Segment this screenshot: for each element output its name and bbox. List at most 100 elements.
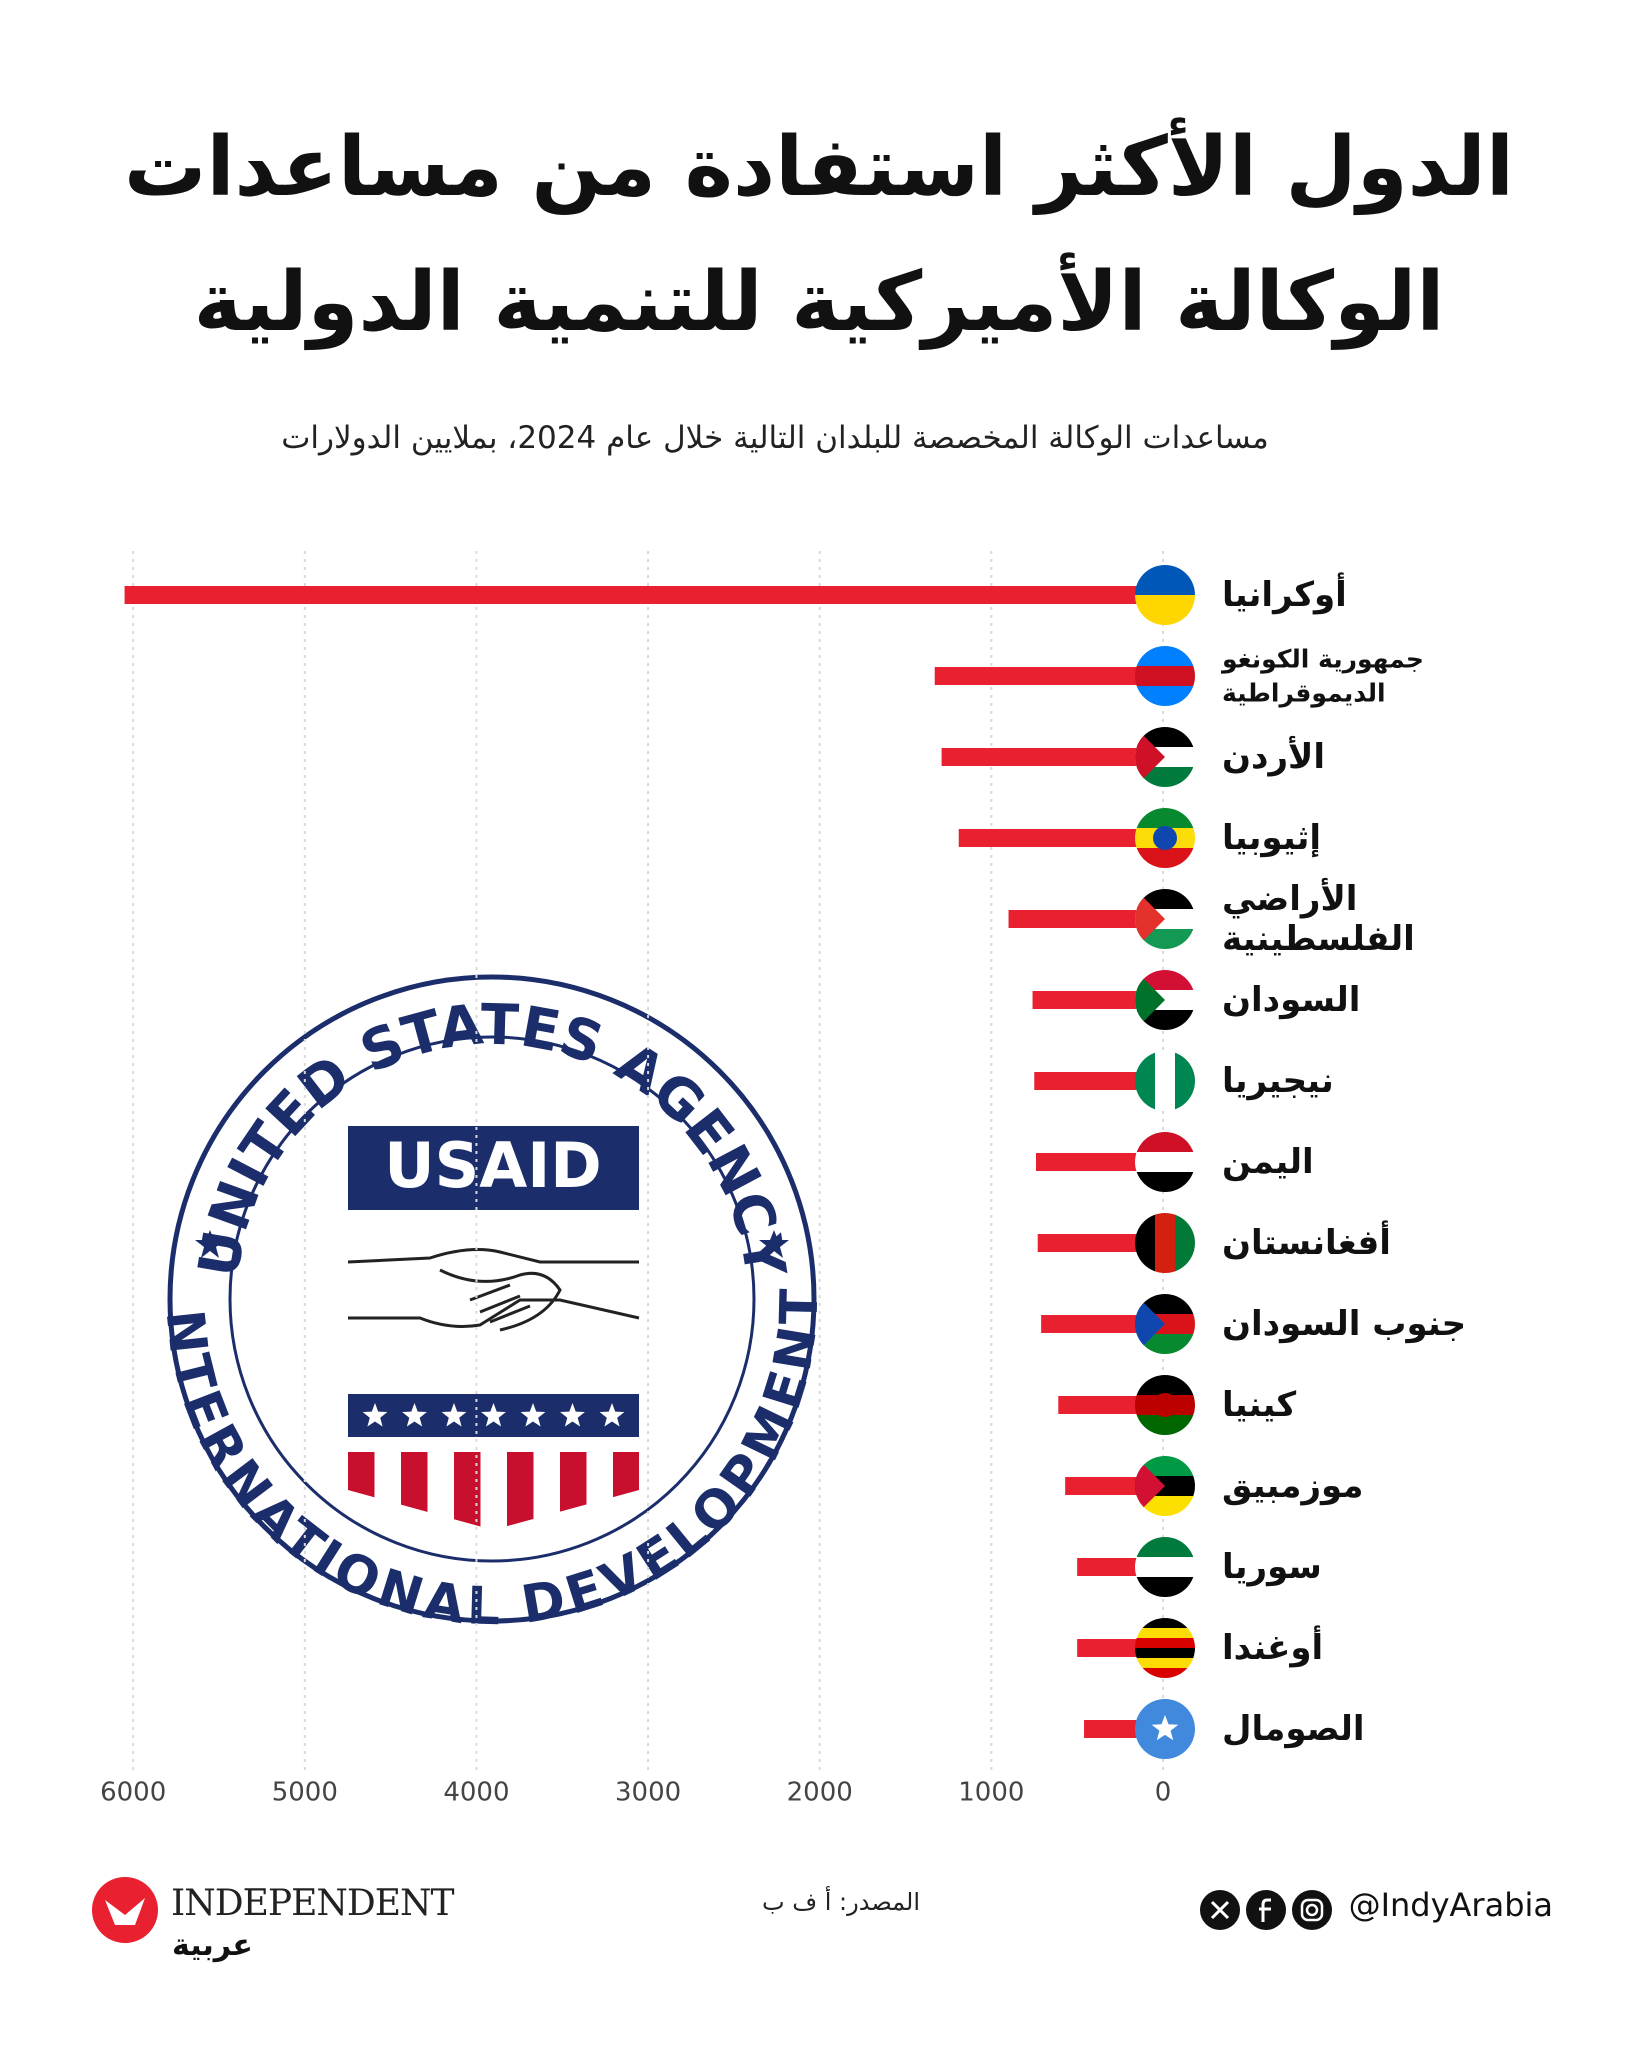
category-label: سوريا	[1222, 1547, 1322, 1587]
flag-stripe	[1135, 646, 1195, 667]
brand-logo	[92, 1877, 158, 1943]
flag	[1135, 1456, 1195, 1516]
flag-stripe	[1175, 1213, 1195, 1273]
category-label: موزمبيق	[1222, 1466, 1364, 1506]
category-label: الأراضي الفلسطينية	[1222, 879, 1415, 959]
logo-stars	[362, 1403, 625, 1427]
flag-emblem	[1153, 826, 1177, 850]
x-tick-label: 4000	[443, 1778, 509, 1808]
chart-title: الوكالة الأميركية للتنمية الدولية	[193, 255, 1445, 350]
flag-stripe	[1135, 1051, 1156, 1111]
logo-star	[481, 1403, 506, 1427]
flag-stripe	[1135, 1668, 1195, 1678]
x-tick-label: 1000	[958, 1778, 1024, 1808]
bar	[941, 748, 1163, 766]
flag	[1135, 1213, 1195, 1273]
category-label: جنوب السودان	[1222, 1304, 1467, 1344]
social-icon-glyph	[1300, 1898, 1324, 1922]
bar	[958, 829, 1163, 847]
brand-eagle	[105, 1898, 145, 1925]
bar	[1035, 1153, 1163, 1171]
logo-star	[195, 1230, 225, 1258]
flag-stripe	[1135, 666, 1195, 687]
flag	[1135, 1375, 1195, 1435]
flag	[1135, 808, 1195, 868]
logo-star	[441, 1403, 467, 1427]
handle: @IndyArabia	[1348, 1886, 1553, 1924]
flag-stripe	[1135, 1557, 1195, 1578]
logo-star	[362, 1403, 388, 1427]
x-tick-label: 2000	[787, 1778, 853, 1808]
x-tick-label: 3000	[615, 1778, 681, 1808]
flag-triangle	[1135, 970, 1165, 1030]
bar	[1041, 1315, 1163, 1333]
flag	[1135, 1699, 1195, 1759]
category-label: إثيوبيا	[1222, 818, 1322, 858]
flag	[1135, 1618, 1195, 1678]
x-tick-label: 5000	[272, 1778, 338, 1808]
flag-stripe	[1135, 1537, 1195, 1558]
flag-stripe	[1135, 848, 1195, 868]
source: المصدر: أ ف ب	[762, 1888, 920, 1916]
flag-stripe	[1155, 1051, 1176, 1111]
category-label: اليمن	[1222, 1142, 1314, 1182]
flag-stripe	[1135, 1132, 1195, 1153]
brand-sub: عربية	[172, 1928, 253, 1963]
bar	[124, 586, 1163, 604]
category-label: الصومال	[1222, 1709, 1365, 1749]
flag-star	[1151, 1715, 1179, 1741]
logo-star	[560, 1403, 585, 1427]
flag-stripe	[1135, 1628, 1195, 1639]
flag-stripe	[1135, 595, 1195, 625]
flag-stripe	[1135, 686, 1195, 706]
flag-stripe	[1135, 1152, 1195, 1173]
flag	[1135, 727, 1195, 787]
flag	[1135, 889, 1195, 949]
logo-box	[348, 1126, 639, 1210]
category-label: جمهورية الكونغو الديموقراطية	[1222, 644, 1424, 707]
bar	[1034, 1072, 1163, 1090]
flag-stripe	[1135, 1618, 1195, 1629]
flag-triangle	[1135, 727, 1165, 787]
logo-stripe	[507, 1440, 534, 1530]
chart-title: الدول الأكثر استفادة من مساعدات	[124, 120, 1514, 215]
flag-stripe	[1135, 1213, 1156, 1273]
category-label: أوكرانيا	[1222, 575, 1347, 615]
logo-stripe	[480, 1440, 507, 1530]
flag-stripe	[1135, 1577, 1195, 1597]
bar	[934, 667, 1163, 685]
flag-stripe	[1135, 1648, 1195, 1659]
flag-stripe	[1135, 1375, 1195, 1396]
flag-triangle	[1135, 1456, 1165, 1516]
usaid-logo: UNITED STATES AGENCY INTERNATIONAL DEVEL…	[0, 0, 830, 1637]
category-label: كينيا	[1222, 1385, 1297, 1425]
logo-center-text: USAID	[384, 1129, 602, 1202]
social-icon	[1292, 1890, 1332, 1930]
flag-emblem	[1153, 1393, 1177, 1417]
flag	[1135, 1294, 1195, 1354]
logo-star	[599, 1403, 625, 1427]
x-tick-label: 6000	[100, 1778, 166, 1808]
flag	[1135, 565, 1195, 625]
flag	[1135, 1132, 1195, 1192]
logo-star	[520, 1403, 546, 1427]
flag-stripe	[1135, 808, 1195, 829]
flag-stripe	[1155, 1213, 1176, 1273]
bar	[1032, 991, 1163, 1009]
x-tick-label: 0	[1155, 1778, 1172, 1808]
flag-stripe	[1175, 1051, 1195, 1111]
category-label: أوغندا	[1222, 1628, 1324, 1668]
flag-stripe	[1135, 1415, 1195, 1435]
logo-stripe	[348, 1440, 639, 1452]
flag	[1135, 1537, 1195, 1597]
flag-stripe	[1135, 1172, 1195, 1192]
category-label: السودان	[1222, 980, 1361, 1020]
flag	[1135, 970, 1195, 1030]
bar	[1008, 910, 1163, 928]
flag-triangle	[1135, 889, 1165, 949]
flag	[1135, 1051, 1195, 1111]
social-icon-glyph	[1305, 1903, 1319, 1917]
flag-stripe	[1135, 1658, 1195, 1669]
